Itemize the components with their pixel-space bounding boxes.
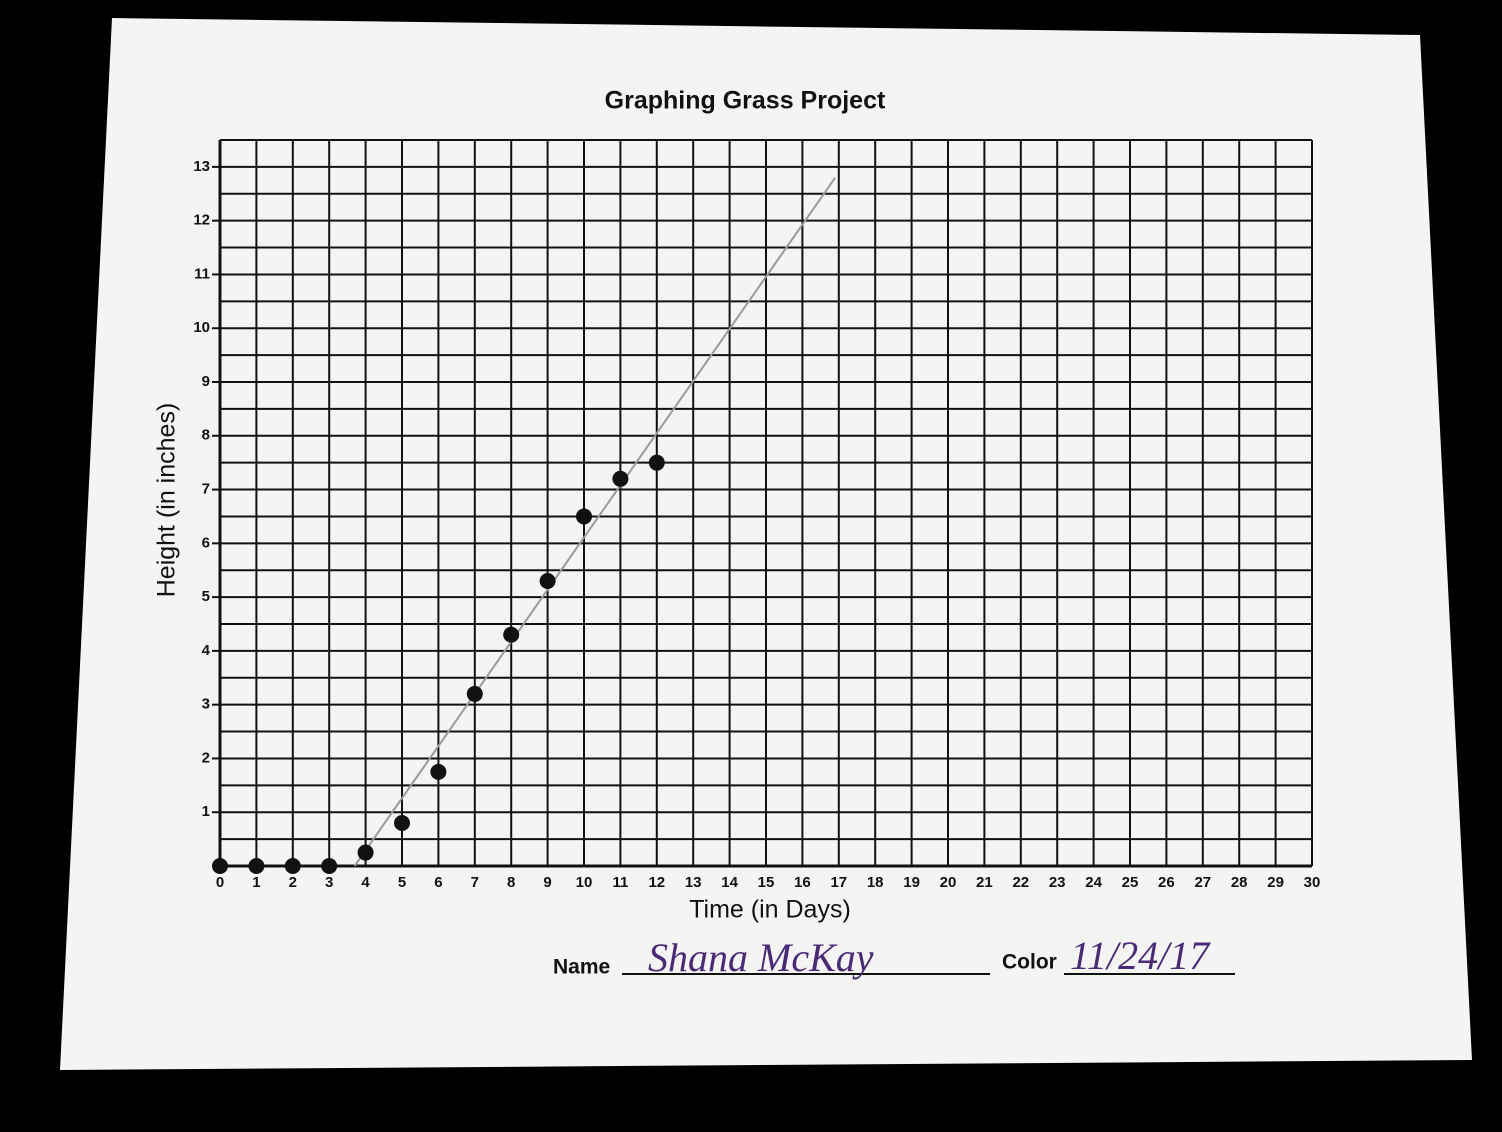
x-tick-label: 0 <box>216 874 224 891</box>
x-tick-label: 30 <box>1304 874 1321 891</box>
x-tick-label: 7 <box>471 874 479 891</box>
x-tick-label: 8 <box>507 874 515 891</box>
x-tick-label: 10 <box>576 874 593 891</box>
x-tick-label: 2 <box>289 874 297 891</box>
x-tick-label: 4 <box>361 874 370 891</box>
y-tick-label: 2 <box>202 749 210 766</box>
y-tick-label: 8 <box>202 427 210 444</box>
name-label: Name <box>553 956 610 979</box>
y-tick-label: 3 <box>202 696 210 713</box>
name-value: Shana McKay <box>648 935 874 980</box>
y-tick-label: 1 <box>202 803 210 820</box>
data-point <box>466 685 483 702</box>
x-tick-label: 27 <box>1194 874 1211 891</box>
y-axis-label: Height (in inches) <box>153 403 181 598</box>
x-tick-label: 12 <box>648 874 665 891</box>
x-tick-label: 19 <box>903 874 920 891</box>
x-tick-label: 17 <box>830 874 847 891</box>
data-point <box>321 858 338 874</box>
data-point <box>430 763 447 780</box>
color-label: Color <box>1002 951 1057 974</box>
x-tick-label: 24 <box>1085 874 1102 891</box>
x-tick-label: 23 <box>1049 874 1066 891</box>
data-point <box>394 814 410 831</box>
x-tick-label: 3 <box>325 874 333 891</box>
data-point <box>248 858 265 874</box>
data-point <box>357 844 374 861</box>
x-tick-label: 26 <box>1158 874 1175 891</box>
x-tick-label: 20 <box>940 874 957 891</box>
data-point <box>539 572 556 589</box>
x-tick-label: 1 <box>252 874 260 891</box>
x-axis-label: Time (in Days) <box>689 896 851 924</box>
x-tick-label: 6 <box>434 874 442 891</box>
y-tick-label: 6 <box>202 534 210 551</box>
chart-title: Graphing Grass Project <box>605 87 886 115</box>
x-tick-label: 22 <box>1012 874 1029 891</box>
y-tick-label: 9 <box>202 373 210 390</box>
data-point <box>212 858 228 874</box>
data-point <box>648 454 665 471</box>
x-tick-label: 18 <box>867 874 884 891</box>
y-tick-label: 5 <box>202 588 210 605</box>
y-tick-label: 7 <box>202 481 210 498</box>
y-tick-label: 13 <box>193 158 210 175</box>
y-tick-label: 10 <box>193 319 210 336</box>
trend-line <box>353 177 836 867</box>
data-point <box>576 508 592 525</box>
x-tick-label: 15 <box>758 874 775 891</box>
y-tick-label: 12 <box>193 212 210 229</box>
data-point <box>503 626 520 643</box>
data-point <box>612 470 629 487</box>
x-tick-label: 21 <box>976 874 993 891</box>
x-tick-label: 14 <box>721 874 738 891</box>
x-tick-label: 11 <box>612 874 628 891</box>
x-tick-label: 13 <box>685 874 702 891</box>
x-tick-label: 25 <box>1122 874 1139 891</box>
color-value: 11/24/17 <box>1070 933 1211 978</box>
x-tick-label: 16 <box>794 874 811 891</box>
x-tick-label: 28 <box>1231 874 1248 891</box>
x-tick-label: 29 <box>1267 874 1284 891</box>
data-point <box>284 858 301 874</box>
y-tick-label: 11 <box>194 265 210 282</box>
x-tick-label: 9 <box>543 874 551 891</box>
y-tick-label: 4 <box>202 642 211 659</box>
x-tick-label: 5 <box>398 874 406 891</box>
